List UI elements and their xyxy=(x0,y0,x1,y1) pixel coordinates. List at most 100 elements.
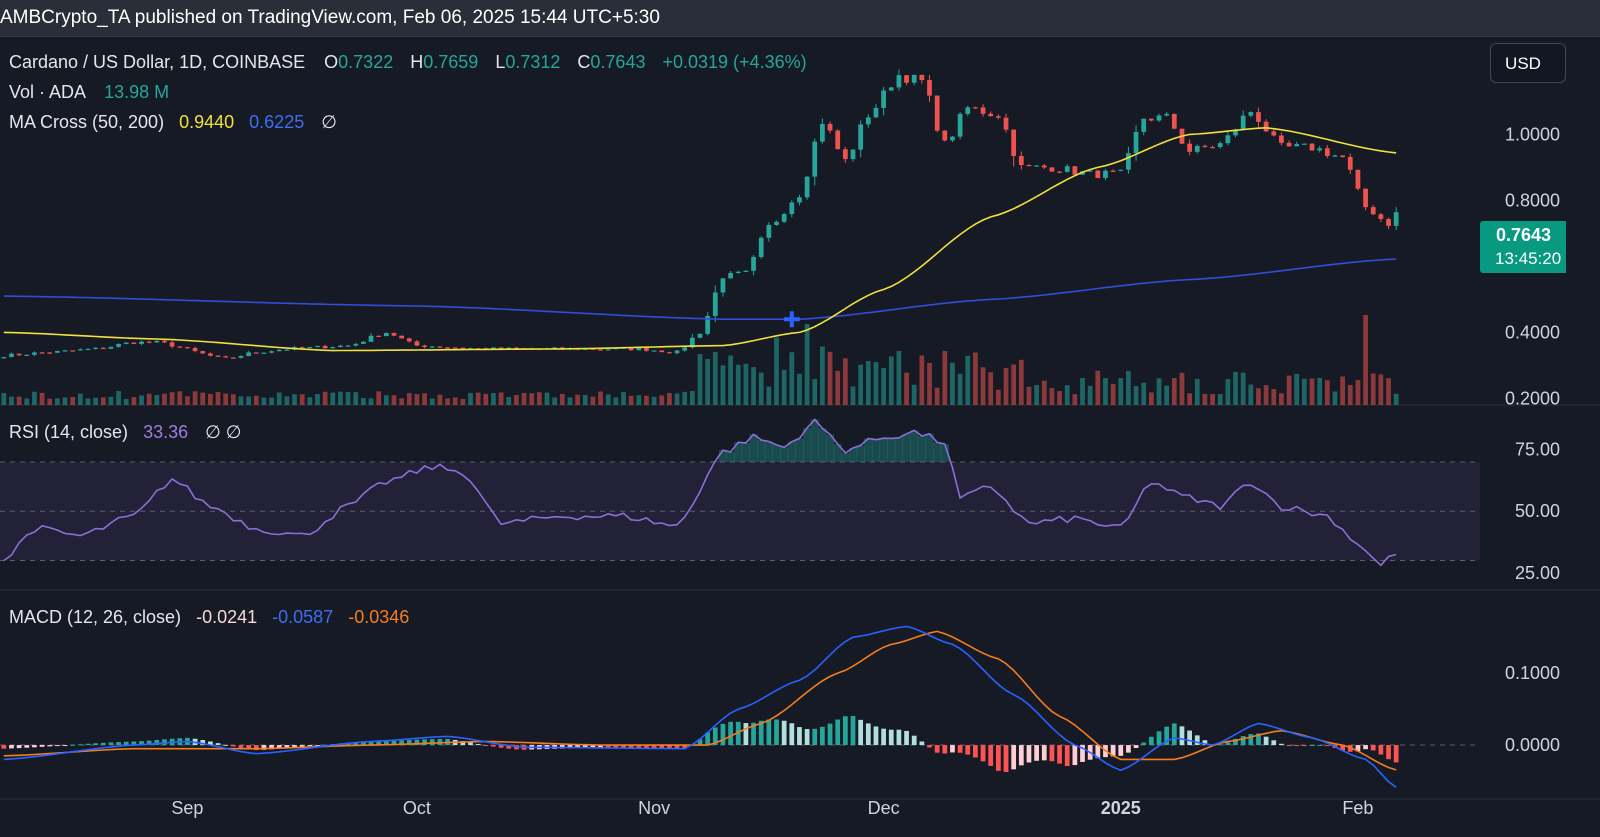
candle xyxy=(345,345,351,347)
volume-bar xyxy=(988,372,994,405)
candle xyxy=(774,221,779,225)
candle xyxy=(689,337,695,348)
ma-cross-label[interactable]: MA Cross (50, 200) xyxy=(9,112,165,132)
rsi-label[interactable]: RSI (14, close) xyxy=(9,422,129,442)
macd-histogram-bar xyxy=(315,745,320,747)
macd-histogram-bar xyxy=(422,739,427,746)
candle xyxy=(1087,170,1093,172)
candle xyxy=(1256,112,1261,122)
candle xyxy=(1317,148,1323,151)
volume-bar xyxy=(1332,391,1338,405)
macd-histogram-bar xyxy=(934,745,940,753)
volume-bar xyxy=(116,391,121,405)
volume-bar xyxy=(414,394,420,405)
macd-histogram-bar xyxy=(1148,736,1154,746)
macd-histogram-bar xyxy=(1363,745,1368,750)
macd-histogram-bar xyxy=(9,745,14,749)
macd-histogram-bar xyxy=(154,739,160,746)
volume-bar xyxy=(1141,382,1147,405)
volume-bar xyxy=(1324,380,1330,405)
chart-canvas[interactable]: 0.20000.40000.60000.80001.00001.200025.0… xyxy=(0,37,1600,837)
volume-bar xyxy=(575,394,580,405)
volume-bar xyxy=(728,355,733,405)
volume-bar xyxy=(1286,375,1292,405)
macd-histogram-bar xyxy=(123,741,129,746)
candle xyxy=(1309,143,1315,151)
volume-label[interactable]: Vol · ADA xyxy=(9,82,86,102)
candle xyxy=(712,292,718,316)
volume-bar xyxy=(1317,377,1323,405)
candle xyxy=(927,80,932,96)
macd-histogram-bar xyxy=(904,730,909,746)
volume-bar xyxy=(521,392,527,405)
volume-bar xyxy=(888,356,894,405)
candle xyxy=(973,107,978,109)
volume-bar xyxy=(200,392,206,405)
currency-button[interactable]: USD xyxy=(1490,43,1566,83)
candle xyxy=(751,256,756,271)
macd-label[interactable]: MACD (12, 26, close) xyxy=(9,607,182,627)
macd-histogram-bar xyxy=(1072,745,1078,766)
macd-histogram-bar xyxy=(1194,735,1200,746)
volume-bar xyxy=(108,396,114,405)
candle xyxy=(758,237,764,257)
last-price-tag: 0.7643 13:45:20 xyxy=(1480,221,1566,273)
volume-bar xyxy=(269,397,274,405)
time-axis: Sep Oct Nov Dec 2025 Feb xyxy=(171,798,1373,818)
macd-histogram-bar xyxy=(644,745,649,749)
volume-bar xyxy=(1103,378,1108,405)
legend-symbol-row: Cardano / US Dollar, 1D, COINBASE O0.732… xyxy=(9,52,807,73)
macd-histogram-bar xyxy=(223,744,229,746)
volume-bar xyxy=(827,351,833,405)
volume-bar xyxy=(330,392,336,405)
macd-histogram-bar xyxy=(812,728,818,746)
macd-histogram-bar xyxy=(1064,745,1070,766)
volume-bar xyxy=(100,397,106,405)
symbol-name[interactable]: Cardano / US Dollar, 1D, COINBASE xyxy=(9,52,306,72)
volume-bar xyxy=(850,386,856,405)
rsi-value: 33.36 xyxy=(143,422,189,442)
volume-bar xyxy=(383,395,389,405)
candle xyxy=(797,197,802,203)
candle xyxy=(1386,219,1391,226)
candle xyxy=(705,315,711,334)
candle xyxy=(1003,117,1009,130)
candle xyxy=(131,342,137,344)
volume-bar xyxy=(345,392,351,405)
candle xyxy=(368,335,374,342)
macd-histogram-bar xyxy=(146,740,152,746)
volume-bar xyxy=(881,367,886,405)
volume-bar xyxy=(437,394,443,405)
volume-bar xyxy=(1148,392,1154,405)
volume-bar xyxy=(1202,393,1208,405)
candle xyxy=(1332,155,1338,157)
candle xyxy=(399,335,405,339)
volume-bar xyxy=(751,367,756,405)
volume-bar xyxy=(582,395,588,405)
macd-histogram-bar xyxy=(292,745,297,748)
price-axis-label: 0.8000 xyxy=(1505,190,1560,210)
macd-histogram-bar xyxy=(774,719,779,746)
volume-bar xyxy=(1011,364,1017,405)
volume-bar xyxy=(299,394,305,405)
macd-histogram-bar xyxy=(973,745,978,758)
legend-rsi-row: RSI (14, close) 33.36 ∅ ∅ xyxy=(9,422,242,443)
volume-bar xyxy=(804,324,810,405)
volume-bars xyxy=(1,315,1399,405)
macd-histogram-bar xyxy=(1393,745,1399,763)
price-panel xyxy=(1,69,1399,359)
macd-histogram-bar xyxy=(460,741,466,746)
candle xyxy=(659,350,665,353)
macd-histogram-bar xyxy=(1271,740,1277,746)
candle xyxy=(942,130,948,141)
volume-bar xyxy=(842,358,848,405)
volume-bar xyxy=(1072,394,1078,405)
volume-bar xyxy=(911,384,917,405)
candle xyxy=(32,352,37,355)
volume-bar xyxy=(292,394,297,405)
candle xyxy=(338,345,343,348)
macd-hist-value: -0.0241 xyxy=(196,607,258,627)
candle xyxy=(330,347,336,349)
volume-bar xyxy=(636,395,642,405)
volume-bar xyxy=(506,396,512,405)
